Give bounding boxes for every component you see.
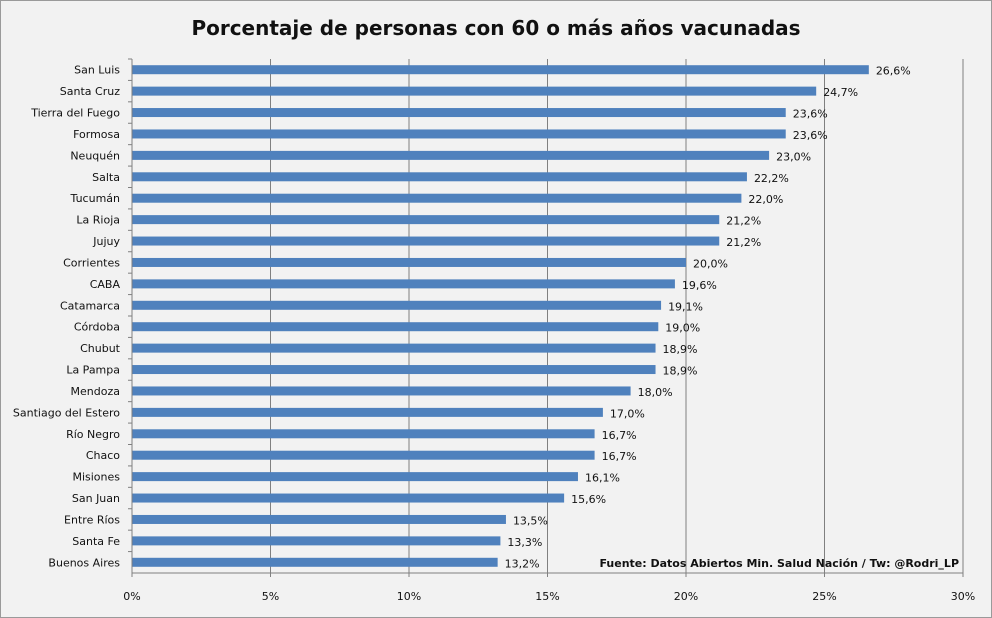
data-label: 21,2%	[726, 215, 761, 228]
source-note: Fuente: Datos Abiertos Min. Salud Nación…	[599, 557, 959, 570]
category-label: San Luis	[74, 64, 120, 77]
bar	[132, 150, 770, 160]
data-label: 23,6%	[793, 108, 828, 121]
category-label: Salta	[92, 171, 120, 184]
data-label: 13,2%	[505, 557, 540, 570]
data-label: 26,6%	[876, 65, 911, 78]
data-label: 17,0%	[610, 407, 645, 420]
category-label: Córdoba	[74, 321, 120, 334]
data-label: 19,0%	[665, 322, 700, 335]
bar	[132, 257, 686, 267]
data-label: 23,6%	[793, 129, 828, 142]
bar	[132, 322, 659, 332]
bar	[132, 557, 498, 567]
bars	[132, 65, 869, 567]
bar	[132, 450, 595, 460]
bar	[132, 493, 565, 503]
bar	[132, 172, 747, 182]
x-axis-ticks: 0% 5% 10% 15% 20% 25% 30%	[123, 573, 975, 603]
x-tick-label: 15%	[535, 590, 559, 603]
data-label: 18,9%	[663, 365, 698, 378]
gridlines	[270, 59, 964, 573]
bar	[132, 108, 786, 118]
category-label: Tucumán	[70, 192, 120, 205]
category-label: San Juan	[72, 492, 120, 505]
bar	[132, 86, 817, 96]
bar	[132, 536, 501, 546]
data-label: 22,2%	[754, 172, 789, 185]
bar	[132, 386, 631, 396]
bar	[132, 279, 675, 289]
x-tick-label: 25%	[812, 590, 836, 603]
bar	[132, 514, 506, 524]
bar	[132, 472, 578, 482]
data-label: 24,7%	[823, 86, 858, 99]
x-tick-label: 0%	[123, 590, 140, 603]
category-label: Corrientes	[63, 256, 120, 269]
data-label: 16,1%	[585, 472, 620, 485]
data-label: 18,9%	[663, 343, 698, 356]
data-label: 21,2%	[726, 236, 761, 249]
category-label: Neuquén	[70, 149, 120, 162]
bar	[132, 343, 656, 353]
category-label: CABA	[90, 278, 121, 291]
category-label: La Rioja	[76, 214, 120, 227]
bar	[132, 365, 656, 375]
bar	[132, 65, 869, 75]
category-label: Buenos Aires	[48, 556, 120, 569]
category-label: Entre Ríos	[64, 513, 120, 526]
data-label: 19,1%	[668, 300, 703, 313]
data-label: 23,0%	[776, 150, 811, 163]
category-label: Catamarca	[60, 299, 120, 312]
bar	[132, 193, 742, 203]
category-label: Chubut	[80, 342, 121, 355]
category-label: Río Negro	[66, 428, 120, 441]
bar	[132, 129, 786, 139]
data-label: 20,0%	[693, 257, 728, 270]
data-label: 18,0%	[638, 386, 673, 399]
axes	[128, 58, 963, 574]
category-label: Formosa	[73, 128, 120, 141]
category-label: Mendoza	[71, 385, 120, 398]
bar	[132, 215, 720, 225]
x-tick-label: 30%	[951, 590, 975, 603]
bar	[132, 429, 595, 439]
category-label: La Pampa	[66, 364, 120, 377]
bar	[132, 407, 603, 417]
category-label: Tierra del Fuego	[30, 107, 120, 120]
category-label: Santa Cruz	[60, 85, 120, 98]
x-tick-label: 10%	[397, 590, 421, 603]
category-label: Chaco	[86, 449, 120, 462]
category-label: Santiago del Estero	[13, 406, 120, 419]
bar	[132, 236, 720, 246]
category-labels: San Luis Santa Cruz Tierra del Fuego Formos…	[13, 64, 121, 570]
data-label: 22,0%	[748, 193, 783, 206]
bar	[132, 300, 662, 310]
data-label: 19,6%	[682, 279, 717, 292]
category-label: Santa Fe	[72, 535, 120, 548]
x-tick-label: 20%	[674, 590, 698, 603]
category-label: Jujuy	[92, 235, 120, 248]
data-label: 13,3%	[507, 536, 542, 549]
data-label: 13,5%	[513, 514, 548, 527]
category-label: Misiones	[72, 471, 120, 484]
data-label: 16,7%	[602, 450, 637, 463]
x-tick-label: 5%	[262, 590, 279, 603]
data-label: 15,6%	[571, 493, 606, 506]
value-labels: 26,6% 24,7% 23,6% 23,6% 23,0% 22,2% 22,0% 21,2%…	[505, 65, 911, 571]
data-label: 16,7%	[602, 429, 637, 442]
chart-title: Porcentaje de personas con 60 o más años…	[191, 16, 800, 40]
